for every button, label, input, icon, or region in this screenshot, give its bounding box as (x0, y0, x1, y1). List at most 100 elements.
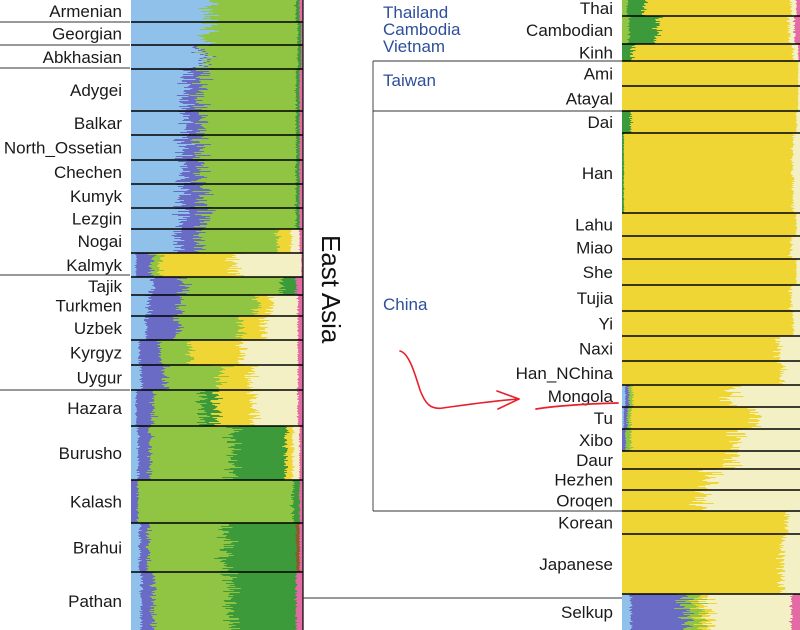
bar-row-segment (628, 23, 661, 25)
bar-row-segment (298, 525, 304, 527)
bar-row-segment (150, 274, 160, 276)
bar-row-segment (148, 292, 178, 294)
bar-row-segment (131, 342, 139, 344)
bar-row-segment (622, 170, 625, 172)
bar-row-segment (144, 332, 177, 334)
bar-row-segment (219, 15, 297, 17)
bar-row-segment (233, 451, 288, 453)
bar-row-segment (794, 179, 800, 181)
bar-row-segment (138, 535, 147, 537)
bar-row-segment (140, 609, 151, 611)
bar-row-segment (131, 24, 219, 26)
bar-row-segment (131, 108, 183, 110)
bar-row-segment (301, 24, 304, 26)
bar-row-segment (148, 448, 235, 450)
bar-row-segment (298, 299, 304, 301)
bar-row-segment (160, 355, 190, 357)
bar-row-segment (622, 4, 629, 6)
bar-row-segment (622, 466, 724, 468)
bar-row-segment (795, 23, 800, 25)
bar-row-segment (622, 509, 703, 511)
bar-row-segment (299, 464, 304, 466)
bar-row-segment (622, 41, 630, 43)
bar-row-segment (189, 212, 213, 214)
bar-row-segment (294, 534, 300, 536)
bar-row-segment (196, 393, 213, 395)
bar-row-segment (131, 371, 143, 373)
bar-row-segment (297, 326, 304, 328)
bar-row-segment (235, 440, 288, 442)
bar-row-segment (298, 231, 304, 233)
bar-row-segment (182, 157, 201, 159)
bar-row-segment (131, 346, 140, 348)
bar-row-segment (301, 41, 304, 43)
bar-row-segment (625, 403, 629, 405)
bar-row-segment (131, 574, 142, 576)
bar-row-segment (193, 152, 297, 154)
bar-row-segment (739, 447, 800, 449)
bar-row-segment (208, 115, 297, 117)
bar-row-segment (790, 148, 800, 150)
bar-row-segment (131, 260, 137, 262)
bar-row-segment (300, 476, 304, 478)
bar-row-segment (213, 79, 298, 81)
bar-row-segment (252, 405, 298, 407)
bar-row-segment (297, 424, 304, 426)
bar-row-segment (622, 224, 797, 226)
bar-row-segment (293, 452, 301, 454)
bar-row-segment (131, 310, 154, 312)
bar-row-segment (136, 428, 149, 430)
bar-row-segment (138, 494, 292, 496)
bar-row-segment (779, 338, 800, 340)
bar-row-segment (131, 567, 140, 569)
bar-row-segment (205, 53, 209, 55)
bar-row-segment (131, 20, 219, 22)
bar-row-segment (131, 450, 139, 452)
bar-row-segment (152, 392, 201, 394)
bar-row-segment (139, 353, 159, 355)
bar-row-segment (295, 18, 300, 20)
bar-row-segment (622, 145, 625, 147)
bar-row-segment (259, 302, 275, 304)
bar-row-segment (137, 460, 150, 462)
bar-row-segment (232, 623, 296, 625)
bar-row-segment (300, 226, 304, 228)
bar-row-segment (166, 383, 222, 385)
bar-row-segment (760, 420, 800, 422)
bar-row-segment (131, 120, 183, 122)
bar-row-segment (138, 490, 294, 492)
bar-row-segment (299, 200, 304, 202)
bar-row-segment (151, 593, 230, 595)
bar-row-segment (205, 394, 219, 396)
bar-row-segment (296, 125, 300, 127)
bar-row-segment (793, 187, 800, 189)
bar-row-segment (299, 80, 304, 82)
bar-row-segment (151, 420, 206, 422)
bar-row-segment (154, 407, 205, 409)
bar-row-segment (171, 235, 194, 237)
bar-row-segment (788, 18, 795, 20)
bar-row-segment (787, 20, 795, 22)
bar-row-segment (131, 330, 148, 332)
bar-row-segment (148, 266, 158, 268)
bar-row-segment (155, 255, 165, 257)
bar-row-segment (186, 82, 201, 84)
bar-row-segment (299, 12, 304, 14)
bar-row-segment (131, 552, 142, 554)
bar-row-segment (622, 36, 631, 38)
bar-row-segment (299, 450, 304, 452)
bar-row-segment (622, 150, 624, 152)
bar-row-segment (300, 484, 304, 486)
bar-row-segment (299, 220, 304, 222)
bar-row-segment (630, 55, 795, 57)
bar-row-segment (218, 387, 253, 389)
bar-row-segment (296, 568, 300, 570)
bar-row-segment (258, 410, 299, 412)
bar-row-segment (193, 75, 211, 77)
bar-row-segment (301, 61, 304, 63)
bar-row-segment (287, 444, 295, 446)
bar-row-segment (239, 326, 261, 328)
bar-row-segment (131, 317, 146, 319)
bar-row-segment (622, 201, 625, 203)
bar-row-segment (623, 139, 795, 141)
